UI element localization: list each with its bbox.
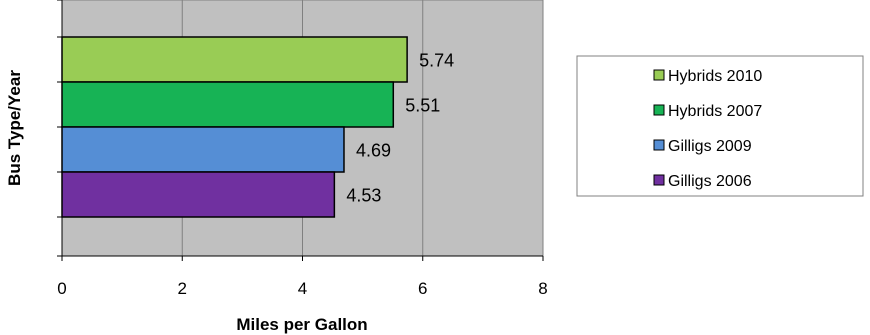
bars — [61, 36, 408, 218]
value-labels: 5.74 5.51 4.69 4.53 — [346, 51, 454, 206]
bar-gilligs-2006 — [61, 171, 336, 218]
y-axis-label: Bus Type/Year — [5, 70, 24, 186]
legend: Hybrids 2010 Hybrids 2007 Gilligs 2009 Gill… — [576, 55, 864, 197]
x-tick-label: 4 — [298, 279, 307, 298]
bar-hybrids-2007 — [61, 81, 395, 128]
legend-swatch — [653, 174, 665, 186]
bar-gilligs-2009 — [61, 126, 345, 173]
value-label: 5.51 — [405, 96, 440, 116]
x-axis-label: Miles per Gallon — [236, 315, 367, 334]
legend-entry: Hybrids 2010 — [668, 68, 762, 85]
legend-entry: Hybrids 2007 — [668, 103, 762, 120]
value-label: 4.69 — [356, 141, 391, 161]
x-tick-label: 2 — [178, 279, 187, 298]
legend-entry: Gilligs 2006 — [668, 173, 752, 190]
legend-swatch — [653, 69, 665, 81]
legend-box — [576, 55, 864, 197]
legend-entry: Gilligs 2009 — [668, 138, 752, 155]
bar-hybrids-2010 — [61, 36, 408, 83]
legend-swatch — [653, 139, 665, 151]
x-tick-label: 8 — [538, 279, 547, 298]
x-ticks: 0 2 4 6 8 — [57, 256, 548, 298]
x-tick-label: 0 — [57, 279, 66, 298]
legend-swatch — [653, 104, 665, 116]
value-label: 5.74 — [419, 51, 454, 71]
value-label: 4.53 — [346, 186, 381, 206]
x-tick-label: 6 — [418, 279, 427, 298]
